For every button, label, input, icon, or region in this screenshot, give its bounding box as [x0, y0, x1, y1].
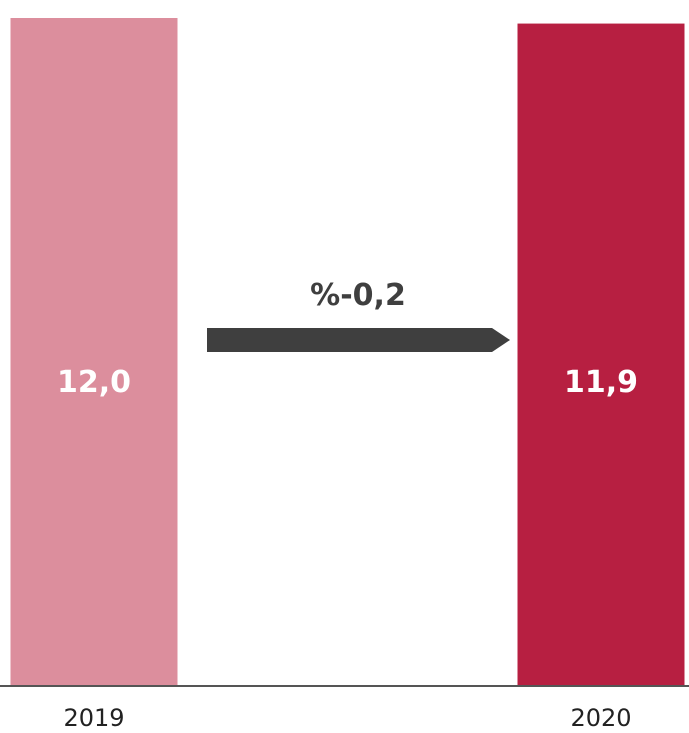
- bar-2019: [10, 18, 178, 686]
- x-tick-label-2020: 2020: [570, 704, 631, 732]
- bars: [10, 18, 685, 687]
- change-label: %-0,2: [310, 278, 406, 313]
- change-arrow: [207, 328, 510, 352]
- data-label-2019: 12,0: [57, 365, 131, 400]
- labels: 12,0 2019 11,9 2020: [57, 365, 638, 732]
- bar-2020: [517, 23, 685, 687]
- data-label-2020: 11,9: [564, 365, 638, 400]
- x-tick-label-2019: 2019: [63, 704, 124, 732]
